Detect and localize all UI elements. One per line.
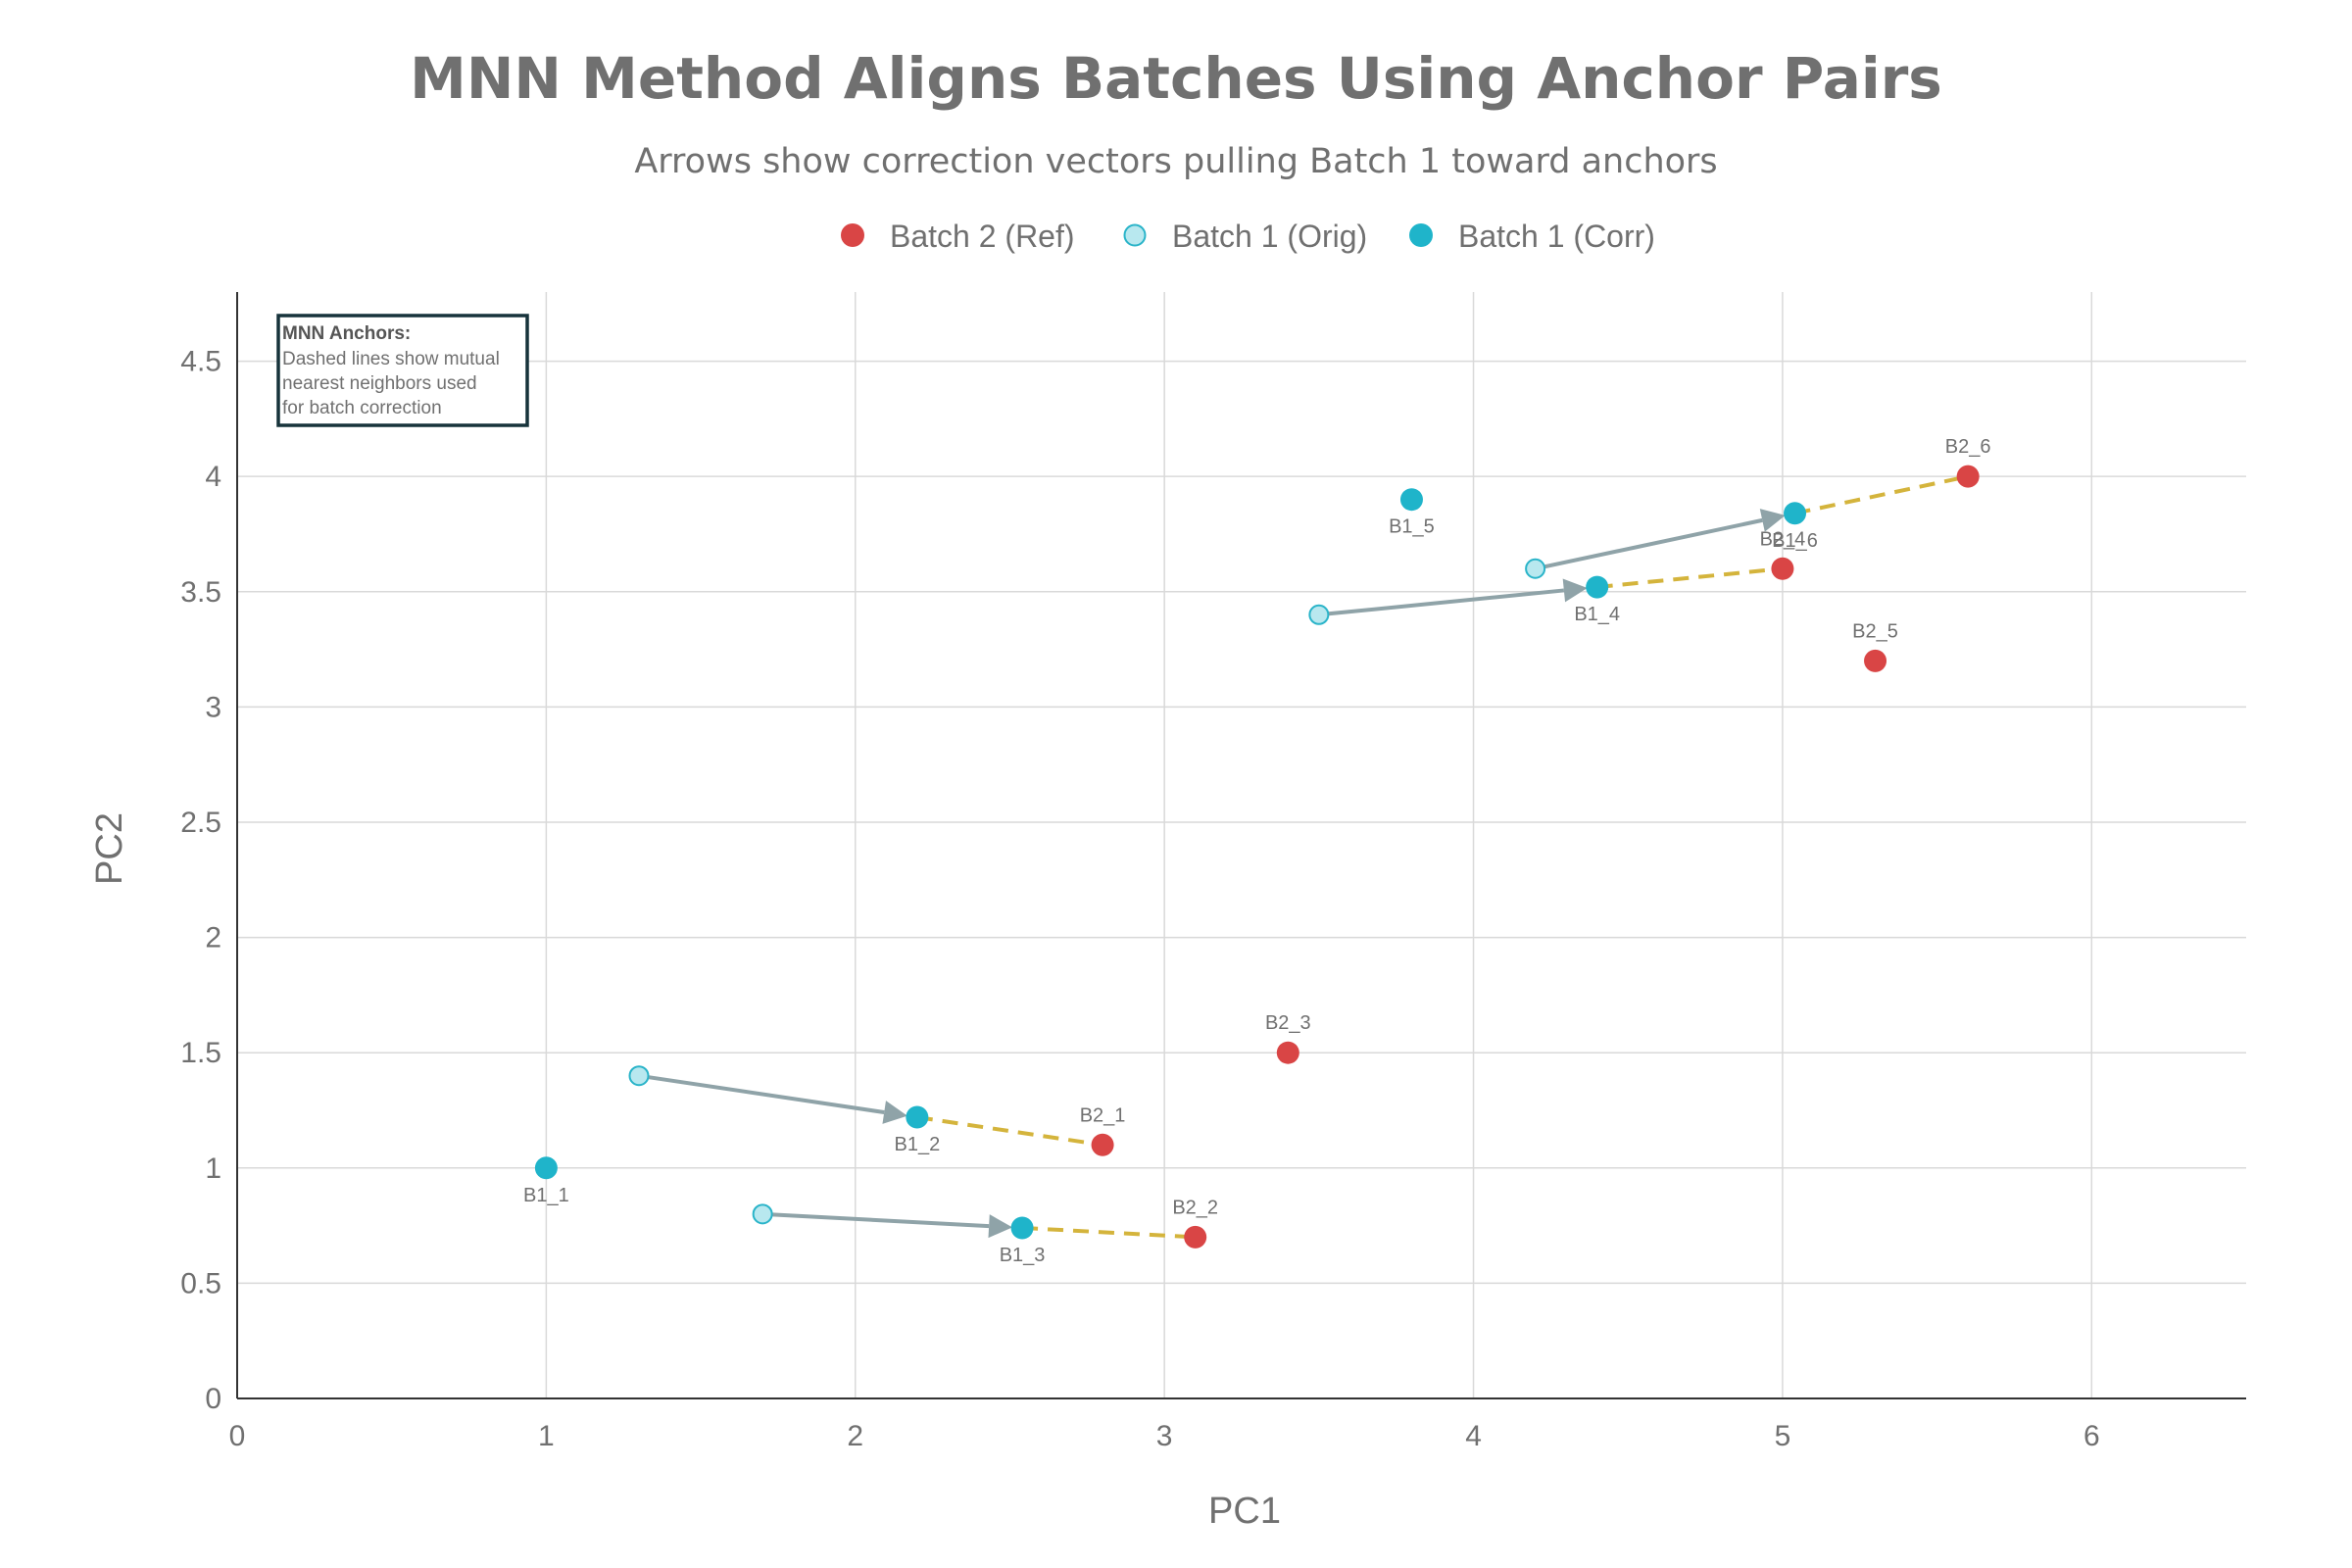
batch2-point-label: B2_6 <box>1945 436 1991 458</box>
y-tick-label: 0 <box>205 1383 221 1415</box>
batch1-corr-point-label: B1_2 <box>894 1134 940 1155</box>
batch2-point <box>1956 465 1980 488</box>
anchor-link-line <box>1596 566 1784 590</box>
annotation-frame <box>276 314 529 427</box>
tick-labels: 0 1 2 3 4 5 6 0 0.5 1 1.5 2 2.5 3 3.5 4 4.5 <box>180 346 2099 1452</box>
legend-marker-batch2 <box>841 223 864 247</box>
correction-arrow-shaft <box>648 1075 885 1115</box>
correction-arrow-head <box>1759 509 1786 532</box>
legend-label-batch1-corr: Batch 1 (Corr) <box>1458 219 1655 254</box>
legend: Batch 2 (Ref) Batch 1 (Orig) Batch 1 (Co… <box>841 219 1655 254</box>
y-axis-title: PC2 <box>89 812 130 885</box>
batch2-point-label: B2_1 <box>1080 1104 1126 1126</box>
batch1-corr-point-label: B1_1 <box>523 1185 569 1206</box>
y-tick-label: 0.5 <box>180 1267 221 1299</box>
x-tick-label: 3 <box>1156 1420 1173 1452</box>
legend-item-batch1-orig[interactable]: Batch 1 (Orig) <box>1123 219 1368 254</box>
annotation-line: nearest neighbors used <box>282 373 477 394</box>
x-tick-label: 0 <box>229 1420 246 1452</box>
correction-arrow-shaft <box>772 1212 990 1229</box>
batch2-point <box>1184 1225 1207 1249</box>
batch2-point <box>1276 1041 1299 1064</box>
correction-arrow-shaft <box>1544 517 1763 569</box>
y-tick-label: 1.5 <box>180 1037 221 1069</box>
y-tick-label: 2.5 <box>180 807 221 839</box>
correction-arrow-shaft <box>1328 588 1565 616</box>
chart-title: MNN Method Aligns Batches Using Anchor P… <box>410 45 1942 112</box>
annotation-box: MNN Anchors: Dashed lines show mutual ne… <box>276 314 529 427</box>
y-tick-label: 1 <box>205 1152 221 1185</box>
batch2-point <box>1091 1133 1114 1156</box>
x-tick-label: 4 <box>1465 1420 1482 1452</box>
batch1-corr-point <box>1586 575 1609 599</box>
annotation-line: Dashed lines show mutual <box>282 349 500 369</box>
x-tick-label: 1 <box>538 1420 555 1452</box>
batch2-point <box>1771 557 1794 580</box>
axes <box>236 292 2246 1399</box>
batch1-corr-point <box>1784 502 1807 525</box>
batch2-point-label: B2_4 <box>1760 528 1806 550</box>
x-tick-label: 5 <box>1775 1420 1791 1452</box>
batch1-orig-point <box>1525 558 1546 579</box>
batch1-corr-point <box>534 1156 558 1180</box>
correction-arrow-head <box>988 1214 1013 1239</box>
batch1-orig-point <box>628 1065 650 1087</box>
y-tick-label: 2 <box>205 922 221 955</box>
y-tick-label: 3.5 <box>180 576 221 609</box>
correction-arrow-head <box>882 1101 907 1124</box>
batch1-orig-point <box>1308 604 1330 625</box>
y-tick-label: 3 <box>205 691 221 723</box>
anchor-link-line <box>1794 474 1969 515</box>
legend-label-batch2: Batch 2 (Ref) <box>890 219 1075 254</box>
batch2-point <box>1864 649 1887 672</box>
annotation-line: for batch correction <box>282 398 442 418</box>
x-tick-label: 6 <box>2083 1420 2100 1452</box>
legend-marker-batch1-orig <box>1123 223 1147 247</box>
point-labels: B2_1 B2_2 B2_3 B2_4 B2_5 B2_6 B1_1 B1_2 B1_3 B1_4… <box>523 436 1990 1266</box>
batch2-point-label: B2_5 <box>1852 620 1898 642</box>
x-tick-label: 2 <box>847 1420 863 1452</box>
legend-item-batch2[interactable]: Batch 2 (Ref) <box>841 219 1075 254</box>
batch1-corr-point <box>906 1105 929 1129</box>
annotation-title: MNN Anchors: <box>282 323 411 344</box>
y-tick-label: 4 <box>205 461 221 493</box>
chart-subtitle: Arrows show correction vectors pulling B… <box>634 142 1717 181</box>
legend-marker-batch1-corr <box>1409 223 1433 247</box>
batch1-corr-point-label: B1_4 <box>1574 604 1620 625</box>
data-points <box>534 465 1980 1249</box>
batch1-corr-point-label: B1_3 <box>1000 1245 1046 1266</box>
batch2-point-label: B2_2 <box>1172 1197 1218 1218</box>
anchor-links <box>916 474 1969 1240</box>
anchor-link-line <box>1021 1225 1196 1240</box>
batch1-corr-point-label: B1_5 <box>1389 516 1435 538</box>
batch1-corr-point <box>1010 1216 1034 1240</box>
correction-arrows <box>648 509 1786 1239</box>
batch1-orig-point <box>752 1203 773 1225</box>
batch1-corr-point <box>1399 488 1423 512</box>
legend-label-batch1-orig: Batch 1 (Orig) <box>1172 219 1367 254</box>
batch2-point-label: B2_3 <box>1265 1012 1311 1034</box>
correction-arrow-head <box>1562 578 1588 603</box>
x-axis-title: PC1 <box>1208 1491 1281 1532</box>
legend-item-batch1-corr[interactable]: Batch 1 (Corr) <box>1409 219 1655 254</box>
batch1-corr-point-label: B1_6 <box>1772 530 1818 552</box>
anchor-link-line <box>916 1115 1103 1148</box>
grid <box>237 292 2246 1398</box>
y-tick-label: 4.5 <box>180 346 221 378</box>
